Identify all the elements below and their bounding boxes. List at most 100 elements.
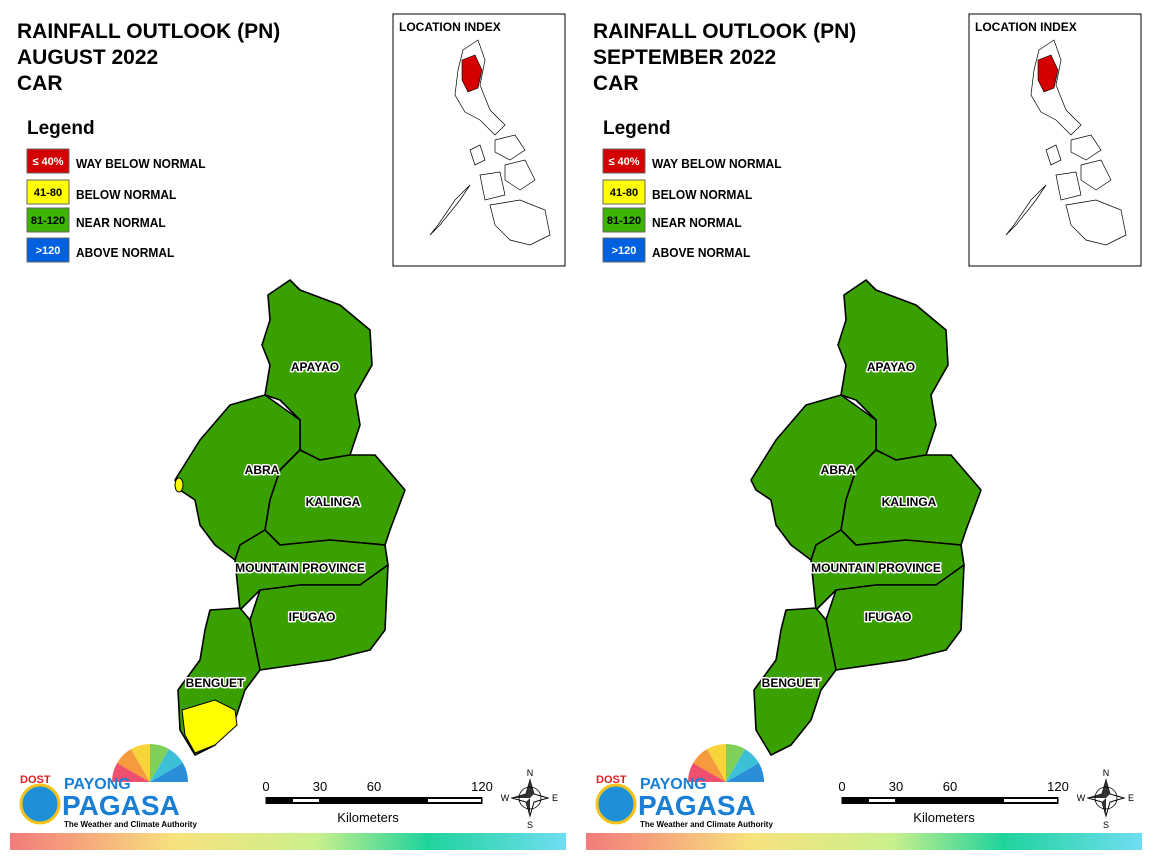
scale-tick-label: 60 (367, 779, 381, 794)
scale-tick-label: 0 (262, 779, 269, 794)
scale-segment (293, 799, 319, 802)
province-patch (181, 699, 238, 754)
scale-unit: Kilometers (913, 810, 975, 825)
legend-swatch (26, 207, 70, 233)
legend-range: >120 (36, 245, 61, 257)
compass-star-inner (1088, 780, 1110, 816)
umbrella-panel (112, 763, 150, 782)
province-label: KALINGA (882, 495, 937, 509)
province-label: BENGUET (186, 676, 245, 690)
scale-segment (869, 799, 895, 802)
umbrella-panel (688, 763, 726, 782)
compass-star-inner (512, 780, 534, 816)
compass-ring (518, 786, 542, 810)
island (489, 199, 551, 246)
legend-label: WAY BELOW NORMAL (652, 157, 782, 172)
province-patch (174, 477, 184, 493)
logo-line1: PAYONG (640, 776, 707, 793)
province-label: MOUNTAIN PROVINCE (811, 561, 941, 575)
province-label: KALINGA (306, 495, 361, 509)
color-bar (10, 833, 566, 850)
logo-agency: DOST (596, 774, 627, 786)
legend-swatch (602, 179, 646, 205)
logo-line2: PAGASA (62, 790, 180, 821)
panel: RAINFALL OUTLOOK (PN) SEPTEMBER 2022 CAR Le… (586, 13, 1142, 850)
legend-label: WAY BELOW NORMAL (76, 157, 206, 172)
legend-label: BELOW NORMAL (652, 188, 753, 203)
logo-seal (19, 783, 61, 825)
compass-n: N (1103, 768, 1110, 778)
compass-w: W (1077, 793, 1086, 803)
compass-s: S (527, 820, 533, 830)
legend-title: Legend (603, 118, 671, 139)
province-label: ABRA (821, 463, 856, 477)
logo-line1: PAYONG (64, 776, 131, 793)
scale-tick-label: 120 (1047, 779, 1069, 794)
legend-label: ABOVE NORMAL (76, 246, 175, 261)
island (1080, 159, 1112, 191)
umbrella-panel (150, 744, 169, 782)
scale-segment (1004, 799, 1057, 802)
legend-swatch (26, 148, 70, 174)
title-line: CAR (593, 72, 639, 95)
compass-s: S (1103, 820, 1109, 830)
island (479, 171, 506, 201)
compass-e: E (1128, 793, 1134, 803)
island (429, 184, 471, 236)
legend-range: 41-80 (34, 187, 62, 199)
legend-label: BELOW NORMAL (76, 188, 177, 203)
scale-tick-label: 30 (889, 779, 903, 794)
umbrella-panel (117, 749, 150, 782)
legend-swatch (602, 148, 646, 174)
legend-label: NEAR NORMAL (652, 216, 742, 231)
umbrella-panel (726, 749, 759, 782)
color-bar (586, 833, 1142, 850)
title-line: CAR (17, 72, 63, 95)
title-line: RAINFALL OUTLOOK (PN) (593, 20, 856, 43)
province-label: APAYAO (291, 360, 339, 374)
island (469, 144, 486, 166)
compass-ring (1094, 786, 1118, 810)
legend-range: ≤ 40% (32, 156, 63, 168)
location-index-title: LOCATION INDEX (975, 20, 1077, 34)
logo-tagline: The Weather and Climate Authority (64, 820, 197, 829)
legend-range: 41-80 (610, 187, 638, 199)
umbrella-panel (693, 749, 726, 782)
province-label: IFUGAO (289, 610, 336, 624)
title-line: SEPTEMBER 2022 (593, 46, 776, 69)
umbrella-panel (707, 744, 726, 782)
legend-swatch (602, 207, 646, 233)
logo-tagline: The Weather and Climate Authority (640, 820, 773, 829)
umbrella-panel (150, 749, 183, 782)
umbrella-panel (150, 763, 188, 782)
province-label: IFUGAO (865, 610, 912, 624)
province-label: MOUNTAIN PROVINCE (235, 561, 365, 575)
scale-unit: Kilometers (337, 810, 399, 825)
compass-w: W (501, 793, 510, 803)
province-label: APAYAO (867, 360, 915, 374)
logo-agency: DOST (20, 774, 51, 786)
scale-tick-label: 0 (838, 779, 845, 794)
legend-range: 81-120 (607, 215, 641, 227)
legend-range: 81-120 (31, 215, 65, 227)
umbrella-panel (131, 744, 150, 782)
car-region (461, 54, 483, 93)
compass-n: N (527, 768, 534, 778)
scale-tick-label: 60 (943, 779, 957, 794)
scale-tick-label: 30 (313, 779, 327, 794)
location-index-title: LOCATION INDEX (399, 20, 501, 34)
car-region (1037, 54, 1059, 93)
province-label: ABRA (245, 463, 280, 477)
island (1045, 144, 1062, 166)
logo-seal (595, 783, 637, 825)
legend-range: >120 (612, 245, 637, 257)
legend-title: Legend (27, 118, 95, 139)
title-line: RAINFALL OUTLOOK (PN) (17, 20, 280, 43)
island (504, 159, 536, 191)
scale-tick-label: 120 (471, 779, 493, 794)
province-label: BENGUET (762, 676, 821, 690)
panel: RAINFALL OUTLOOK (PN) AUGUST 2022 CAR Legen… (10, 13, 566, 850)
legend-swatch (602, 237, 646, 263)
